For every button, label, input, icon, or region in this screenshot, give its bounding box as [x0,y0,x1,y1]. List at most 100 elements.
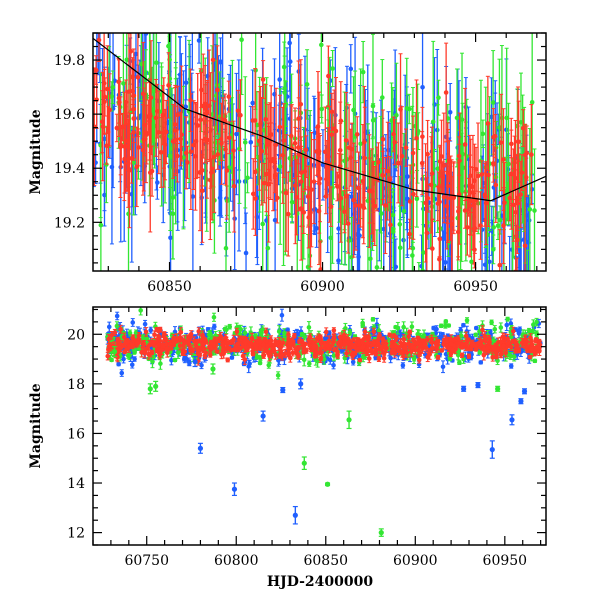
data-point [135,33,141,138]
data-point [129,133,134,184]
data-point [255,354,261,360]
data-point [529,33,535,175]
data-point [383,344,388,353]
data-point [489,205,495,256]
series-ff3a2a [105,324,543,366]
data-point [326,45,331,107]
data-point [331,327,337,334]
data-point [178,337,184,342]
data-point [243,212,249,271]
data-point [478,191,483,260]
data-point [164,346,170,352]
data-point [512,338,518,346]
data-point [267,350,272,362]
data-point [231,482,238,497]
data-point [106,106,111,158]
x-tick-label: 60950 [483,553,528,569]
data-point [196,33,202,64]
data-point [366,353,372,364]
data-point [218,117,224,161]
data-point [199,346,205,352]
data-point [153,78,159,157]
data-point [357,357,363,363]
data-point [292,505,298,525]
data-point [528,333,533,343]
data-point [361,171,367,245]
data-point [250,158,256,230]
data-point [99,90,105,154]
data-point [234,327,240,336]
data-point [227,339,233,345]
data-point [260,60,266,99]
data-point [374,229,380,271]
data-point [172,86,178,162]
y-tick-label: 19.6 [54,107,85,123]
data-point [463,331,469,341]
data-point [443,42,449,143]
data-point [501,108,506,211]
data-point [155,165,160,200]
x-tick-label: 60850 [303,553,348,569]
data-point [134,126,140,208]
data-point [211,101,217,213]
data-point [362,327,368,337]
data-point [532,358,538,364]
data-point [351,337,356,342]
data-point [202,352,208,360]
data-point [157,326,163,333]
data-point [114,113,120,143]
data-point [521,388,528,395]
data-point [268,122,274,201]
data-point [381,353,387,363]
data-point [116,361,121,367]
data-point [473,325,479,331]
data-point [96,33,102,62]
data-point [385,121,391,221]
data-point [166,52,171,119]
data-point [214,336,220,346]
data-point [515,345,521,353]
data-point [507,235,512,271]
data-point [517,326,523,333]
data-point [414,340,420,346]
data-point [489,440,495,459]
data-point [508,343,514,351]
data-point [259,96,265,206]
data-point [238,345,244,351]
x-tick-label: 60950 [453,279,498,295]
data-point [435,354,441,360]
data-point [307,336,312,346]
data-point [518,398,524,405]
data-point [274,172,280,224]
x-axis-title: HJD-2400000 [267,574,374,590]
data-point [158,349,163,358]
data-point [256,91,262,191]
data-point [371,327,377,336]
data-point [105,351,111,361]
data-point [494,354,499,360]
data-point [295,130,301,165]
top-plot-data [93,33,546,271]
data-point [367,134,372,248]
data-point [330,50,335,87]
data-point [139,33,144,101]
data-point [146,349,152,360]
data-point [235,89,241,132]
data-point [118,342,124,353]
data-point [193,103,199,180]
data-point [527,354,533,360]
data-point [498,93,504,192]
data-point [420,174,426,271]
data-point [285,171,291,257]
data-point [311,139,317,225]
data-point [215,45,220,135]
data-point [271,349,277,354]
data-point [160,341,166,352]
data-point [258,337,263,346]
data-point [424,177,430,271]
data-point [482,162,488,227]
data-point [376,355,382,363]
data-point [378,528,384,537]
data-point [395,321,401,335]
